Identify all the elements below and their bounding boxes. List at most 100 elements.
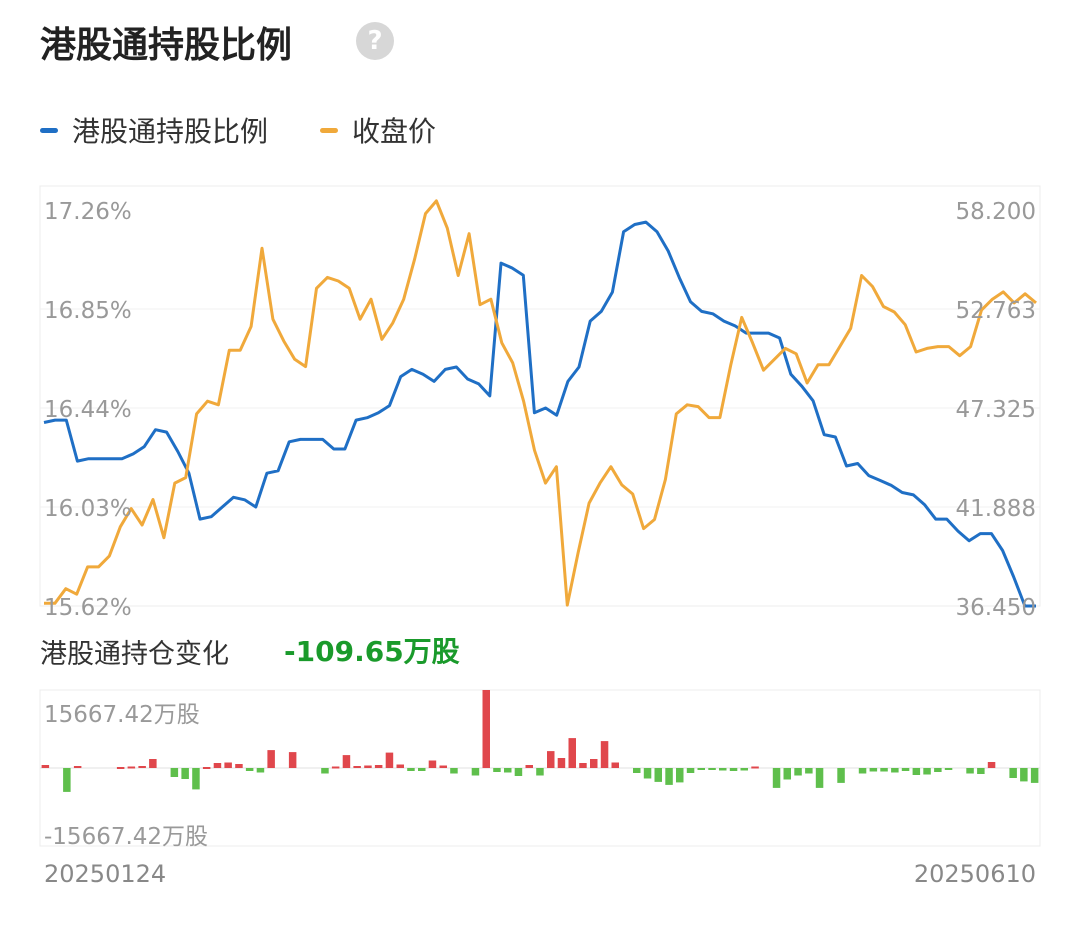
- holding-change-bar: [901, 768, 910, 771]
- holding-change-bar: [740, 768, 748, 771]
- holding-change-bar: [73, 766, 82, 768]
- holding-change-bar: [256, 768, 265, 773]
- holding-change-bar: [858, 768, 867, 774]
- start-date: 20250124: [44, 860, 167, 888]
- holding-change-bar: [235, 764, 243, 768]
- holding-change-bar: [568, 738, 576, 768]
- right-axis-tick-label: 41.888: [956, 496, 1036, 522]
- holding-change-bar: [751, 766, 759, 769]
- legend-swatch-holding-ratio: [40, 127, 58, 133]
- holding-change-bar: [331, 766, 340, 769]
- holding-change-bar: [504, 768, 512, 773]
- holding-change-bar: [493, 768, 501, 772]
- holding-change-bar: [923, 768, 931, 775]
- holding-change-bar: [547, 751, 555, 768]
- holding-change-bar: [353, 766, 361, 768]
- legend-item-close-price[interactable]: 收盘价: [320, 110, 436, 150]
- holding-change-bar: [116, 767, 125, 769]
- holding-change-bar: [288, 752, 297, 768]
- holding-change-bar: [450, 768, 458, 774]
- right-axis-tick-label: 47.325: [956, 397, 1036, 423]
- holding-change-bar: [41, 765, 50, 768]
- close-price-line: [44, 199, 1037, 607]
- holding-change-bar: [579, 763, 587, 768]
- left-axis-tick-label: 16.03%: [44, 496, 132, 522]
- holding-change-bar: [138, 766, 146, 768]
- right-axis-tick-label: 58.200: [956, 199, 1036, 225]
- holding-change-bar: [374, 765, 383, 768]
- holding-change-bar: [987, 762, 996, 768]
- holding-change-bar: [63, 768, 71, 792]
- holding-change-bar: [944, 768, 953, 770]
- holding-ratio-line: [43, 220, 1036, 608]
- holding-change-bar: [245, 768, 254, 771]
- question-icon[interactable]: ?: [356, 22, 394, 60]
- holding-change-bar: [676, 768, 684, 783]
- holding-change-bar: [665, 768, 673, 785]
- holding-change-bar: [418, 768, 426, 771]
- right-axis-tick-label: 36.450: [956, 595, 1036, 621]
- holding-change-bar: [600, 741, 609, 768]
- holding-change-bar: [633, 768, 641, 773]
- holding-change-bar: [471, 768, 480, 776]
- holding-change-bar: [385, 752, 394, 768]
- holding-change-bar: [912, 768, 921, 775]
- left-axis-tick-label: 16.85%: [44, 298, 132, 324]
- holding-change-bar: [364, 765, 372, 768]
- holding-change-bar: [149, 759, 157, 768]
- left-axis-tick-label: 15.62%: [44, 595, 132, 621]
- holding-change-bar: [783, 768, 791, 780]
- holding-change-bar: [1030, 768, 1039, 783]
- holding-change-bar: [439, 765, 447, 768]
- holding-change-bar: [966, 768, 974, 774]
- holding-change-bar: [697, 768, 705, 770]
- legend-item-holding-ratio[interactable]: 港股通持股比例: [40, 110, 268, 150]
- holding-change-bar: [891, 768, 899, 773]
- holding-change-bar: [880, 768, 888, 772]
- holding-change-bar: [224, 762, 232, 768]
- chart-legend: 港股通持股比例 收盘价: [40, 110, 488, 150]
- holding-change-bar: [407, 768, 415, 771]
- holding-change-bar: [192, 768, 200, 790]
- holding-change-bar: [837, 768, 845, 783]
- holding-change-bar: [643, 768, 652, 779]
- holding-change-bar: [213, 763, 222, 768]
- holding-change-bar: [719, 768, 727, 771]
- holding-change-bar: [181, 768, 189, 779]
- holding-change-bar: [977, 768, 985, 774]
- holding-change-bar: [772, 768, 781, 788]
- holding-change-value: -109.65万股: [284, 635, 460, 668]
- end-date: 20250610: [913, 860, 1036, 888]
- holding-change-bar: [590, 759, 598, 768]
- page-title: 港股通持股比例: [40, 25, 293, 66]
- holding-change-bar: [514, 768, 523, 776]
- legend-label-close-price: 收盘价: [352, 115, 437, 148]
- holding-change-bar: [482, 690, 490, 768]
- holding-change-bar: [794, 768, 802, 776]
- holding-change-bar: [536, 768, 544, 776]
- holding-change-bar: [805, 768, 813, 774]
- holding-change-bar: [525, 765, 533, 768]
- holding-change-label: 港股通持仓变化: [40, 639, 229, 670]
- holding-change-bar: [611, 762, 619, 768]
- holding-change-bar: [815, 768, 824, 788]
- holding-change-bar: [342, 755, 351, 768]
- holding-change-bar: [654, 768, 662, 782]
- holding-change-bar: [729, 768, 738, 771]
- line-plot-frame: [39, 185, 1041, 607]
- holding-change-bar: [934, 768, 942, 772]
- holding-change-bar: [869, 768, 878, 772]
- holding-change-bar: [127, 766, 136, 769]
- holding-change-bar: [428, 760, 437, 768]
- legend-label-holding-ratio: 港股通持股比例: [72, 115, 269, 148]
- holding-change-bar: [708, 768, 716, 770]
- bar-axis-tick-label: 15667.42万股: [44, 702, 200, 728]
- holding-change-bar: [557, 758, 566, 768]
- holding-change-bar: [686, 768, 695, 773]
- left-axis-tick-label: 16.44%: [44, 397, 132, 423]
- right-axis-tick-label: 52.763: [956, 298, 1036, 324]
- bar-axis-tick-label: -15667.42万股: [44, 824, 208, 850]
- holding-change-bar: [1009, 768, 1017, 778]
- holding-change-bar: [1020, 768, 1028, 782]
